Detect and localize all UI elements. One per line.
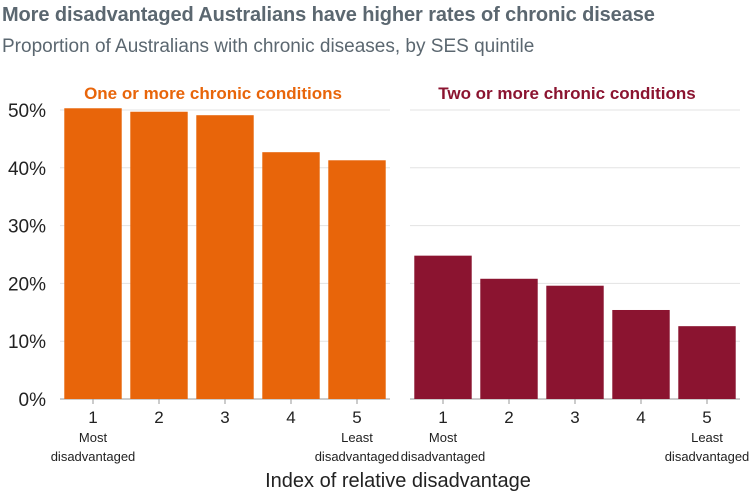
chart-subtitle: Proportion of Australians with chronic d… (2, 36, 535, 57)
y-tick-label: 40% (8, 159, 46, 180)
x-tick-sublabel: Least (341, 430, 373, 445)
x-tick-sublabel: Least (691, 430, 723, 445)
x-tick-label: 3 (570, 408, 579, 427)
x-tick-label: 2 (504, 408, 513, 427)
x-tick-label: 4 (636, 408, 645, 427)
x-tick-label: 2 (154, 408, 163, 427)
bar (130, 111, 188, 399)
x-tick-sublabel: disadvantaged (51, 449, 136, 464)
x-axis-label: Index of relative disadvantage (265, 470, 531, 492)
x-tick-label: 5 (352, 408, 361, 427)
x-tick-label: 1 (438, 408, 447, 427)
bar (480, 278, 538, 399)
y-tick-label: 10% (8, 332, 46, 353)
x-tick-label: 3 (220, 408, 229, 427)
panel-title: One or more chronic conditions (84, 84, 342, 103)
y-tick-label: 30% (8, 217, 46, 238)
bar (262, 152, 320, 399)
bar (328, 160, 386, 399)
x-tick-sublabel: disadvantaged (315, 449, 400, 464)
bar (64, 108, 122, 400)
x-tick-label: 1 (88, 408, 97, 427)
y-tick-label: 50% (8, 101, 46, 122)
x-tick-label: 4 (286, 408, 295, 427)
x-tick-sublabel: Most (429, 430, 458, 445)
y-tick-label: 20% (8, 274, 46, 295)
panel-title: Two or more chronic conditions (438, 84, 696, 103)
bar (196, 115, 254, 400)
bar (678, 326, 736, 399)
x-tick-sublabel: disadvantaged (665, 449, 750, 464)
chart-title: More disadvantaged Australians have high… (2, 4, 655, 26)
x-tick-sublabel: Most (79, 430, 108, 445)
bar (414, 255, 472, 399)
bar (546, 285, 604, 399)
bar (612, 309, 670, 399)
y-tick-label: 0% (19, 390, 47, 411)
x-tick-label: 5 (702, 408, 711, 427)
x-tick-sublabel: disadvantaged (401, 449, 486, 464)
